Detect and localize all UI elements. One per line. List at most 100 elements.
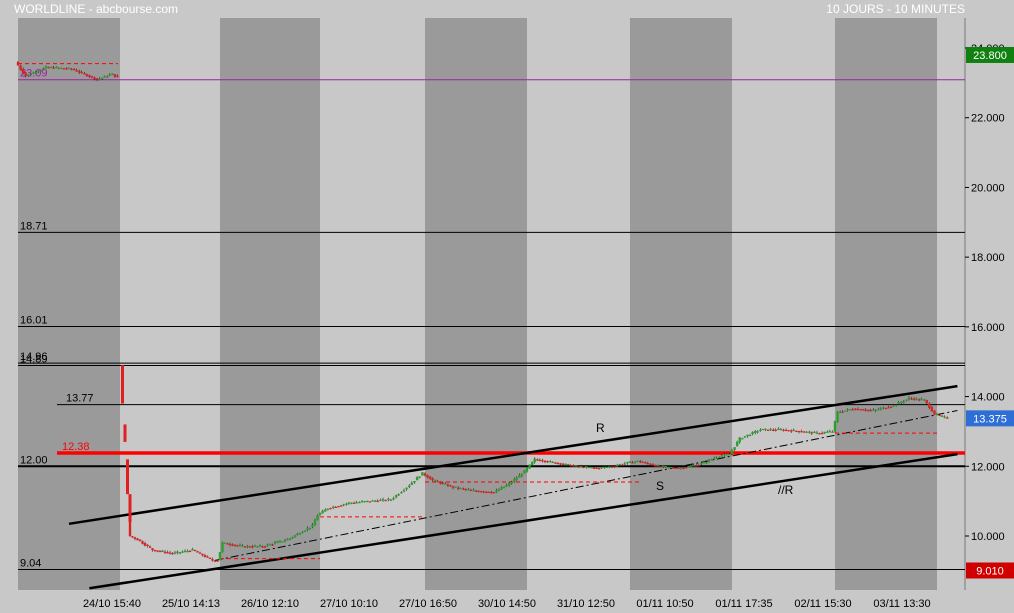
candle-body bbox=[166, 552, 169, 554]
candle-body bbox=[743, 436, 747, 438]
price-tag-high-box bbox=[966, 46, 1014, 63]
candle bbox=[582, 465, 585, 469]
candle bbox=[943, 415, 946, 419]
candle bbox=[567, 463, 570, 466]
candle bbox=[24, 71, 27, 78]
candle-body bbox=[286, 539, 289, 541]
candle-body bbox=[266, 544, 269, 546]
candle-body bbox=[98, 78, 101, 80]
candle-body bbox=[912, 398, 916, 400]
candle-body bbox=[241, 545, 244, 547]
candle-body bbox=[649, 463, 652, 465]
candle bbox=[85, 73, 89, 77]
candle-body bbox=[446, 484, 450, 487]
candle bbox=[795, 430, 798, 433]
x-tick-label: 01/11 17:35 bbox=[715, 598, 772, 610]
candle-body bbox=[248, 546, 252, 548]
y-tick-label: 18.000 bbox=[971, 252, 1005, 264]
candle bbox=[869, 408, 872, 412]
candle-body bbox=[410, 482, 414, 485]
candle-body bbox=[95, 78, 99, 80]
candle bbox=[288, 537, 292, 541]
candle bbox=[797, 430, 801, 434]
candle bbox=[856, 407, 860, 411]
candle bbox=[21, 67, 25, 75]
candle-body bbox=[116, 75, 119, 78]
candle bbox=[510, 480, 513, 485]
candle bbox=[331, 505, 335, 510]
candle-body bbox=[276, 541, 279, 543]
level-label-14.96: 14.96 bbox=[20, 351, 48, 363]
candle bbox=[877, 407, 880, 411]
candle bbox=[434, 479, 437, 482]
candle-body bbox=[639, 461, 642, 463]
candle-body bbox=[587, 467, 590, 469]
candle-body bbox=[55, 67, 58, 69]
candle bbox=[735, 440, 739, 447]
candle bbox=[505, 483, 508, 487]
candle bbox=[507, 481, 511, 487]
candle-body bbox=[363, 501, 366, 503]
candle bbox=[677, 467, 680, 470]
candle-body bbox=[151, 548, 154, 551]
candle-body bbox=[70, 68, 73, 70]
candle bbox=[610, 465, 614, 468]
candle-body bbox=[306, 527, 309, 530]
candle bbox=[538, 458, 542, 462]
candle-body bbox=[564, 463, 567, 465]
candle bbox=[687, 465, 690, 468]
candle bbox=[201, 553, 204, 557]
candle-body bbox=[851, 409, 855, 411]
candle-body bbox=[93, 77, 96, 80]
y-tick-label: 22.000 bbox=[971, 113, 1005, 125]
candle bbox=[311, 523, 314, 529]
candle-body bbox=[836, 411, 839, 422]
candle-body bbox=[27, 74, 30, 76]
candle bbox=[572, 464, 575, 467]
candle-body bbox=[394, 495, 398, 498]
candle-body bbox=[278, 540, 282, 543]
candle bbox=[193, 549, 197, 552]
candle-body bbox=[203, 555, 207, 558]
candle-body bbox=[546, 461, 549, 463]
candle-body bbox=[183, 550, 187, 552]
session-shade-03/11 bbox=[835, 18, 937, 590]
candle bbox=[523, 470, 526, 474]
candle-body bbox=[467, 489, 470, 491]
candle bbox=[777, 427, 780, 431]
candle bbox=[286, 538, 289, 541]
candle bbox=[268, 543, 272, 546]
candle-body bbox=[459, 487, 462, 490]
candle-body bbox=[428, 476, 432, 480]
candle bbox=[577, 465, 580, 468]
candle bbox=[723, 452, 726, 457]
candle bbox=[253, 544, 257, 548]
channel-label-s: S bbox=[656, 479, 664, 493]
candle-body bbox=[915, 398, 918, 400]
candle-body bbox=[454, 486, 457, 488]
candle-body bbox=[626, 461, 629, 464]
candle bbox=[525, 467, 529, 473]
candle-body bbox=[700, 462, 703, 465]
level-label-9.04: 9.04 bbox=[20, 557, 41, 569]
candle-body bbox=[355, 502, 358, 504]
candle-body bbox=[746, 434, 749, 437]
candle bbox=[702, 460, 706, 464]
candle-body bbox=[548, 461, 552, 463]
candle bbox=[826, 430, 829, 433]
candle bbox=[738, 437, 741, 444]
candle bbox=[191, 547, 194, 551]
candle bbox=[518, 473, 521, 478]
candle-body bbox=[659, 466, 662, 468]
candle-body bbox=[479, 491, 483, 493]
candle bbox=[551, 461, 554, 464]
candle-body bbox=[554, 462, 557, 464]
candle-body bbox=[80, 72, 83, 74]
support-line bbox=[89, 452, 958, 590]
candle bbox=[283, 538, 287, 543]
candle-body bbox=[373, 500, 377, 502]
candle-body bbox=[268, 544, 272, 546]
candle-body bbox=[90, 76, 94, 78]
candle bbox=[656, 464, 660, 467]
